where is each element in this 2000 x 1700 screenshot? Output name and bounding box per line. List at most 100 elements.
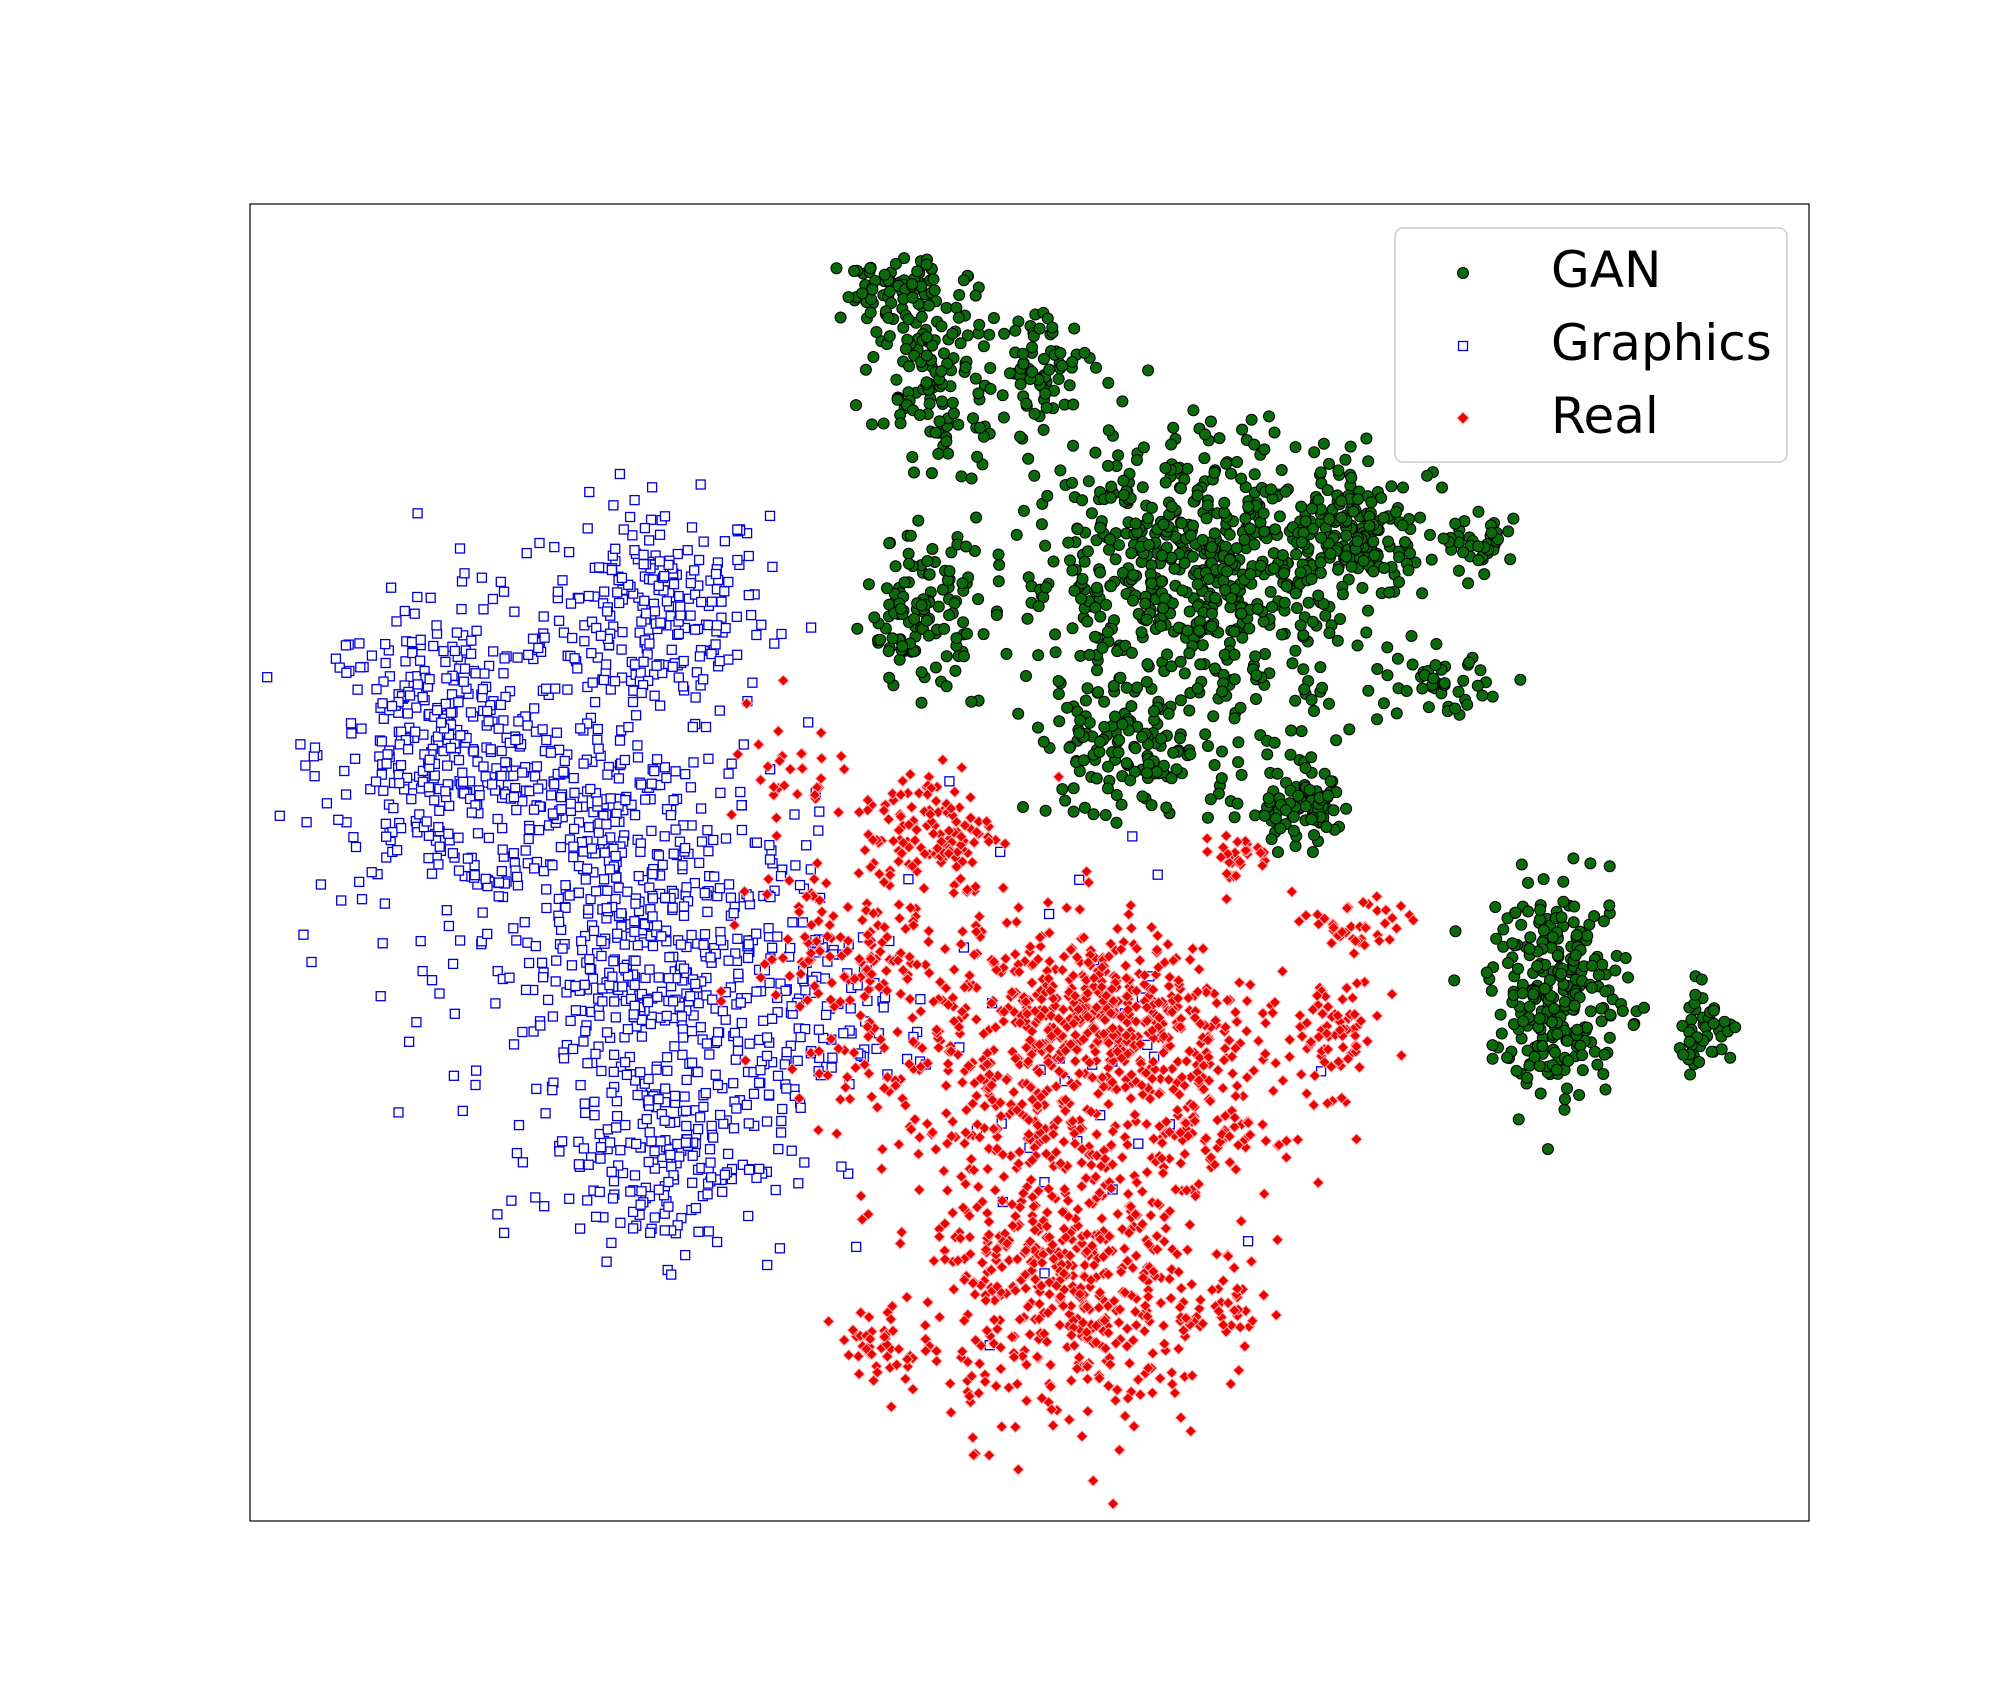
real-point xyxy=(1293,1009,1307,1022)
gan-point xyxy=(1228,811,1241,824)
gan-point xyxy=(967,412,979,425)
real-point xyxy=(1160,1115,1173,1128)
gan-point xyxy=(1137,441,1150,454)
real-point xyxy=(1270,1308,1283,1322)
gan-point xyxy=(923,568,936,581)
real-point xyxy=(1143,1092,1157,1106)
graphics-point xyxy=(665,610,676,622)
real-point xyxy=(1347,947,1361,960)
real-point xyxy=(955,761,969,774)
real-point xyxy=(1146,1386,1159,1400)
gan-point xyxy=(1228,673,1241,686)
real-point xyxy=(1151,929,1164,942)
gan-point xyxy=(1312,589,1325,602)
gan-point xyxy=(1289,644,1302,657)
graphics-point xyxy=(754,1163,765,1175)
graphics-point xyxy=(660,1083,671,1094)
real-point xyxy=(1129,1015,1143,1028)
graphics-point xyxy=(580,1025,591,1037)
real-point xyxy=(939,981,953,995)
gan-point xyxy=(1258,443,1271,456)
gan-point xyxy=(1339,453,1352,466)
graphics-point xyxy=(743,550,754,562)
real-point xyxy=(1184,1424,1198,1438)
real-point xyxy=(933,1230,946,1243)
real-point xyxy=(944,802,958,815)
gan-point xyxy=(1276,549,1289,562)
graphics-point xyxy=(629,545,640,556)
real-point xyxy=(1122,908,1135,921)
graphics-point xyxy=(557,943,568,954)
graphics-point xyxy=(512,880,524,891)
graphics-point xyxy=(654,700,666,711)
graphics-point xyxy=(613,773,625,784)
real-point xyxy=(1127,1420,1141,1433)
gan-point xyxy=(1258,809,1271,822)
real-point xyxy=(1112,1316,1126,1329)
series-real xyxy=(714,674,1420,1511)
gan-point xyxy=(1213,432,1226,445)
graphics-point xyxy=(775,1127,787,1138)
gan-point xyxy=(1091,664,1103,677)
graphics-point xyxy=(763,1089,775,1100)
real-point xyxy=(1222,1034,1236,1047)
real-point xyxy=(1063,1413,1076,1426)
real-point xyxy=(956,925,969,938)
gan-point xyxy=(1196,639,1209,652)
graphics-point xyxy=(542,994,554,1006)
real-point xyxy=(1049,1145,1063,1159)
gan-point xyxy=(1194,658,1207,671)
gan-point xyxy=(1063,379,1076,392)
real-point xyxy=(1105,982,1119,996)
real-point xyxy=(1056,963,1069,977)
real-point xyxy=(1163,1039,1177,1053)
real-point xyxy=(824,1032,838,1046)
graphics-point xyxy=(487,593,499,605)
graphics-point xyxy=(712,1079,724,1091)
real-point xyxy=(874,1033,887,1046)
gan-point xyxy=(1101,626,1114,638)
real-point xyxy=(1087,980,1101,993)
graphics-point xyxy=(493,723,504,734)
gan-point xyxy=(1136,790,1149,803)
gan-point xyxy=(1206,607,1218,620)
graphics-point xyxy=(608,956,619,967)
real-point xyxy=(1049,1080,1063,1093)
gan-point xyxy=(1290,548,1303,561)
graphics-point xyxy=(490,998,501,1009)
graphics-point xyxy=(647,911,658,922)
gan-point xyxy=(1228,648,1241,661)
real-point xyxy=(1201,845,1214,859)
real-point xyxy=(1336,993,1349,1006)
gan-point xyxy=(1115,798,1128,811)
graphics-point xyxy=(584,953,595,965)
real-point xyxy=(1276,965,1289,978)
gan-point xyxy=(1183,704,1196,717)
graphics-point xyxy=(535,1020,546,1031)
real-point xyxy=(837,1333,851,1347)
real-point xyxy=(1146,1347,1160,1360)
graphics-point xyxy=(274,810,285,821)
gan-point xyxy=(882,311,895,324)
real-point xyxy=(1090,1128,1103,1141)
gan-point xyxy=(1035,518,1048,531)
gan-point xyxy=(1033,322,1046,335)
real-point xyxy=(937,1164,951,1178)
graphics-point xyxy=(541,884,552,895)
gan-point xyxy=(969,289,982,302)
gan-point xyxy=(1299,800,1312,813)
real-point xyxy=(1041,896,1055,909)
real-point xyxy=(917,882,931,895)
graphics-point xyxy=(851,1241,862,1253)
gan-point xyxy=(1244,522,1257,535)
graphics-point xyxy=(522,937,533,948)
graphics-point xyxy=(728,1078,739,1089)
real-point xyxy=(944,1406,958,1419)
graphics-point xyxy=(409,608,420,619)
real-point xyxy=(1224,1377,1238,1391)
graphics-point xyxy=(410,726,421,737)
real-point xyxy=(908,1113,922,1126)
real-point xyxy=(943,1377,957,1390)
real-point xyxy=(941,1064,955,1077)
real-point xyxy=(1185,1278,1198,1291)
